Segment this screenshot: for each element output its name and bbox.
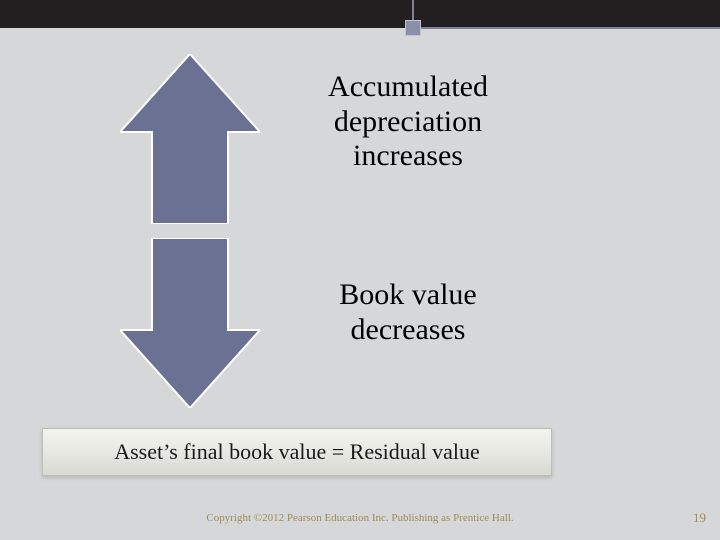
summary-banner: Asset’s final book value = Residual valu… <box>42 428 552 476</box>
down-arrow-label: Book value decreases <box>278 278 538 347</box>
up-arrow-icon <box>120 54 260 224</box>
down-arrow-icon <box>120 238 260 408</box>
page-number: 19 <box>693 510 706 526</box>
down-arrow-label-line2: decreases <box>278 313 538 348</box>
up-arrow-label-line1: Accumulated <box>278 70 538 105</box>
copyright-text: Copyright ©2012 Pearson Education Inc. P… <box>0 512 720 524</box>
summary-banner-text: Asset’s final book value = Residual valu… <box>114 439 480 465</box>
down-arrow-label-line1: Book value <box>278 278 538 313</box>
up-arrow-label-line3: increases <box>278 139 538 174</box>
up-arrow-label-line2: depreciation <box>278 105 538 140</box>
title-bar <box>0 0 720 28</box>
up-arrow-label: Accumulated depreciation increases <box>278 70 538 174</box>
accent-horizontal-line <box>414 27 720 29</box>
accent-square <box>405 20 421 36</box>
